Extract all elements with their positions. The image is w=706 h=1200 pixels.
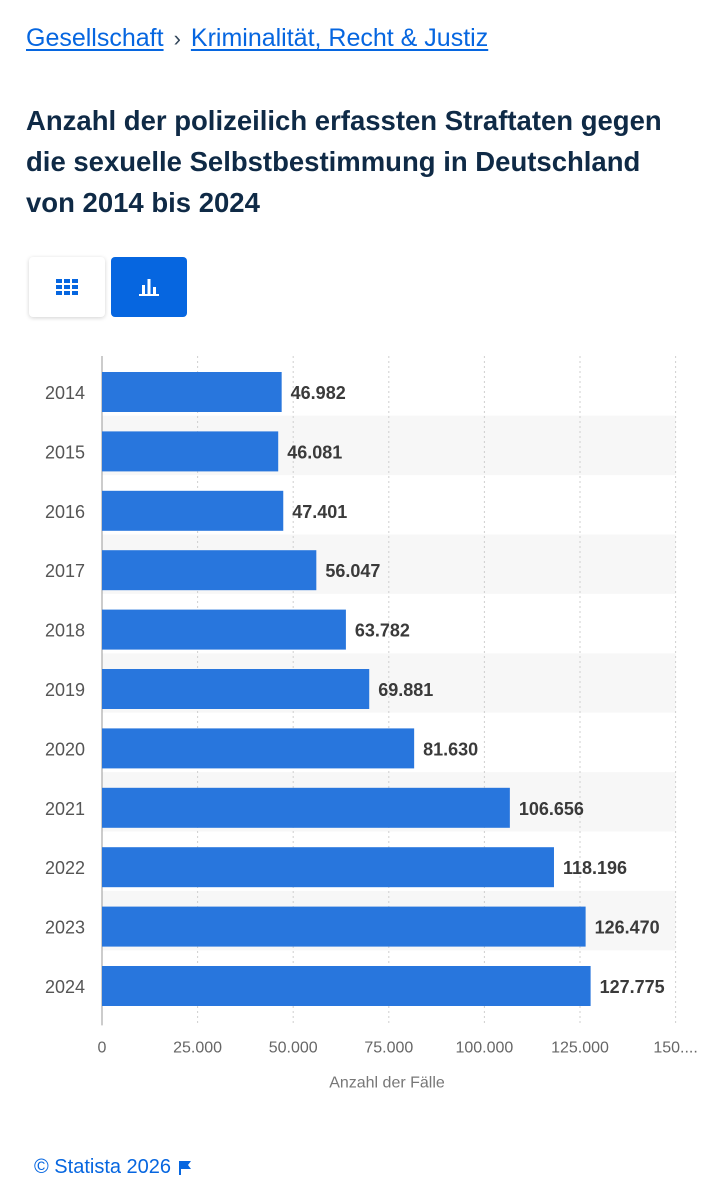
chart-area: 2014 46.982 2015 46.081 2016 47.401 2017 56.047…	[0, 340, 706, 1100]
page-title: Anzahl der polizeilich erfassten Strafta…	[26, 105, 662, 218]
bar-2017	[102, 550, 317, 591]
x-tick-label: 25.000	[173, 1039, 222, 1056]
flag-icon[interactable]	[179, 1160, 193, 1176]
bar-2014	[102, 372, 282, 412]
value-label-2023: 126.470	[595, 918, 660, 938]
copyright-text[interactable]: © Statista 2026	[34, 1156, 172, 1178]
category-label-2017: 2017	[45, 561, 85, 581]
category-label-2020: 2020	[45, 739, 85, 759]
table-grid-icon	[56, 279, 78, 295]
bar-2020	[102, 728, 415, 769]
table-view-button[interactable]	[29, 257, 105, 317]
breadcrumb: Gesellschaft › Kriminalität, Recht & Justi…	[26, 24, 488, 53]
x-tick-label: 150....	[653, 1039, 697, 1056]
x-tick-label: 75.000	[364, 1039, 413, 1056]
bar-2015	[102, 431, 279, 472]
value-label-2015: 46.081	[287, 442, 342, 462]
footer: © Statista 2026	[34, 1156, 193, 1179]
x-tick-label: 0	[98, 1039, 107, 1056]
bar-2018	[102, 609, 346, 650]
bar-chart: 2014 46.982 2015 46.081 2016 47.401 2017 56.047…	[45, 356, 698, 1091]
x-tick-label: 125.000	[551, 1039, 609, 1056]
category-label-2019: 2019	[45, 680, 85, 700]
value-label-2018: 63.782	[355, 621, 410, 641]
category-label-2014: 2014	[45, 383, 85, 403]
bar-chart-icon	[139, 279, 159, 296]
category-label-2023: 2023	[45, 918, 85, 938]
value-label-2016: 47.401	[292, 502, 347, 522]
value-label-2019: 69.881	[378, 680, 433, 700]
value-label-2017: 56.047	[325, 561, 380, 581]
category-label-2018: 2018	[45, 621, 85, 641]
bar-2016	[102, 490, 284, 531]
category-label-2021: 2021	[45, 799, 85, 819]
bar-2022	[102, 847, 554, 888]
chart-view-button[interactable]	[111, 257, 187, 317]
x-tick-label: 50.000	[269, 1039, 318, 1056]
bar-2019	[102, 669, 370, 709]
value-label-2014: 46.982	[291, 383, 346, 403]
bar-2024	[102, 966, 591, 1006]
category-label-2022: 2022	[45, 858, 85, 878]
category-label-2024: 2024	[45, 977, 85, 997]
breadcrumb-link-kriminalitaet[interactable]: Kriminalität, Recht & Justiz	[190, 24, 489, 52]
x-axis-label: Anzahl der Fälle	[329, 1074, 445, 1091]
value-label-2024: 127.775	[600, 977, 665, 997]
category-label-2015: 2015	[45, 442, 85, 462]
breadcrumb-link-gesellschaft[interactable]: Gesellschaft	[26, 24, 164, 52]
value-label-2020: 81.630	[423, 739, 478, 759]
bar-2021	[102, 787, 510, 828]
breadcrumb-separator: ›	[173, 26, 181, 51]
value-label-2022: 118.196	[563, 858, 627, 878]
x-tick-label: 100.000	[455, 1039, 513, 1056]
value-label-2021: 106.656	[519, 799, 584, 819]
bar-2023	[102, 906, 586, 947]
category-label-2016: 2016	[45, 502, 85, 522]
